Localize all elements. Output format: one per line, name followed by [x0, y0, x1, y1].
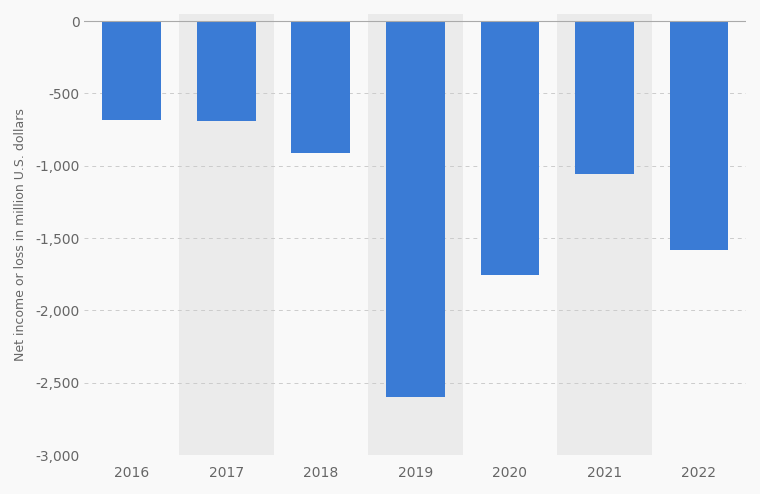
Bar [292, 21, 350, 153]
Bar [197, 21, 255, 121]
Y-axis label: Net income or loss in million U.S. dollars: Net income or loss in million U.S. dolla… [14, 108, 27, 361]
Bar [386, 21, 445, 398]
Bar [575, 21, 634, 174]
Bar [670, 21, 728, 250]
Bar [557, 14, 651, 455]
Bar [179, 14, 274, 455]
Bar [103, 21, 161, 120]
Bar [368, 14, 463, 455]
Bar [480, 21, 539, 275]
